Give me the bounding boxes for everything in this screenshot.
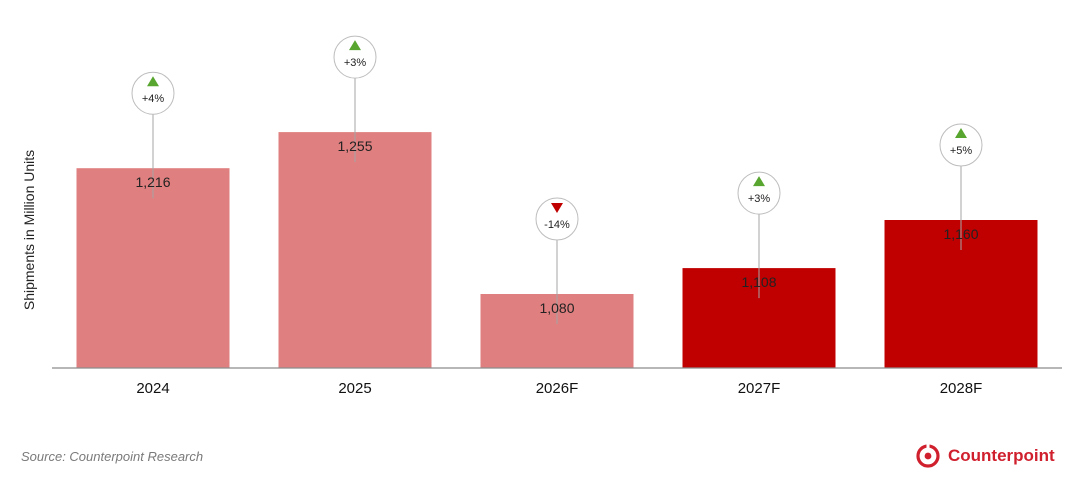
value-label: 1,108 [741, 274, 776, 290]
up-arrow-icon [753, 176, 765, 187]
bar [278, 132, 432, 368]
x-tick-label: 2026F [536, 380, 579, 397]
growth-bubble [333, 35, 377, 79]
growth-label: +3% [748, 193, 771, 205]
brand-logo: Counterpoint [915, 442, 1055, 470]
up-arrow-icon [147, 76, 159, 87]
growth-label: +5% [950, 145, 973, 157]
value-label: 1,255 [337, 138, 372, 154]
value-label: 1,160 [943, 226, 978, 242]
up-arrow-icon [955, 128, 967, 138]
growth-bubble [737, 171, 781, 215]
x-tick-label: 2028F [940, 380, 983, 397]
growth-bubble [131, 71, 175, 115]
source-note: Source: Counterpoint Research [21, 449, 204, 464]
counterpoint-logo-icon [916, 444, 940, 468]
brand-name: Counterpoint [948, 446, 1055, 465]
value-label: 1,216 [135, 174, 170, 190]
x-tick-label: 2027F [738, 380, 781, 397]
y-axis-label: Shipments in Million Units [21, 150, 37, 310]
growth-label: +4% [142, 93, 165, 105]
growth-label: -14% [544, 219, 570, 231]
x-tick-label: 2024 [136, 380, 169, 397]
down-arrow-icon [551, 203, 563, 213]
growth-label: +3% [344, 57, 367, 69]
value-label: 1,080 [539, 300, 574, 316]
up-arrow-icon [349, 40, 361, 51]
growth-bubble [939, 123, 983, 167]
x-tick-label: 2025 [338, 380, 371, 397]
labels-layer: +4% 1,216 2024 +3% 1,255 2025 -14% 1,080 2026F +3… [131, 35, 983, 397]
bar [76, 168, 230, 368]
growth-bubble [535, 197, 579, 241]
